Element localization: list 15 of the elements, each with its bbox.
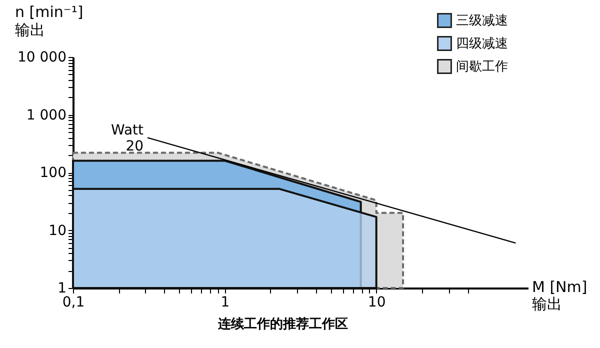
y-tick-label: 100 — [40, 165, 66, 181]
x-axis-title: M [Nm] 输出 — [532, 278, 588, 313]
y-tick-label: 10 000 — [18, 50, 66, 66]
y-tick-label: 1 — [58, 280, 66, 296]
legend-label: 四级减速 — [456, 36, 508, 52]
y-tick-label: 1 000 — [26, 107, 66, 124]
y-tick-label: 10 — [48, 222, 66, 239]
legend-label: 三级减速 — [456, 14, 508, 28]
legend-label: 间歇工作 — [456, 60, 508, 74]
x-tick-label: 10 — [368, 294, 386, 310]
x-tick-label: 1 — [220, 294, 230, 310]
x-tick-label: 0,1 — [62, 294, 85, 310]
text: 连续工作的推荐工作区 — [217, 316, 348, 332]
annotation: Watt 20 — [111, 122, 144, 155]
y-axis-title: n [min⁻¹] 输出 — [15, 3, 84, 39]
